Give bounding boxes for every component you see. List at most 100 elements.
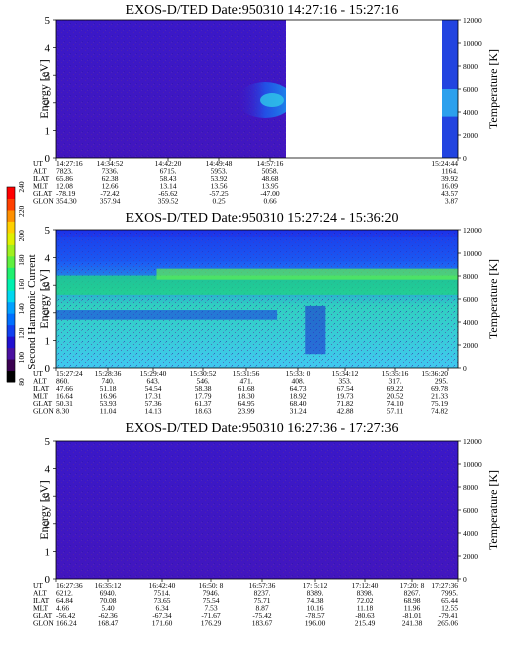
table-cell: 471. [239, 377, 252, 386]
table-cell: 64.84 [56, 596, 73, 605]
table-cell: 8398. [357, 589, 374, 598]
y-right-tick-label: 4000 [463, 108, 478, 117]
table-cell: -71.67 [201, 611, 221, 620]
table-cell: -72.42 [100, 189, 120, 198]
table-cell: 69.22 [387, 384, 404, 393]
table-cell: 6.34 [155, 604, 168, 613]
y-right-tick-label: 2000 [463, 131, 478, 140]
table-cell: 13.56 [211, 182, 228, 191]
table-cell: 7995. [441, 589, 458, 598]
table-cell: 62.38 [102, 174, 119, 183]
table-row-label: GLAT [33, 189, 53, 198]
colorbar-swatch [7, 267, 15, 280]
table-cell: 5058. [262, 167, 279, 176]
table-cell: 176.29 [201, 619, 222, 628]
table-cell: 13.14 [160, 182, 177, 191]
colorbar-swatch [7, 187, 15, 199]
table-cell: -65.62 [158, 189, 178, 198]
heatmap-band [56, 236, 458, 262]
table-cell: 31.24 [290, 407, 307, 416]
y-right-tick-label: 6000 [463, 295, 478, 304]
colorbar-swatch [7, 255, 15, 268]
table-cell: 8237. [254, 589, 271, 598]
table-cell: 15:35:16 [382, 369, 409, 378]
y-right-tick-label: 8000 [463, 272, 478, 281]
table-cell: 643. [146, 377, 159, 386]
table-cell: 7946. [203, 589, 220, 598]
table-cell: 57.36 [145, 399, 162, 408]
y-tick-label: 2 [45, 308, 51, 320]
y-axis-label: Energy [eV] [37, 269, 51, 328]
table-cell: 23.99 [238, 407, 255, 416]
y-axis-label: Energy [eV] [37, 59, 51, 118]
table-cell: 359.52 [158, 197, 179, 206]
table-row-label: ALT [33, 589, 47, 598]
table-cell: -57.25 [209, 189, 229, 198]
table-cell: 11.04 [100, 407, 117, 416]
y-tick-label: 0 [45, 574, 51, 586]
y-tick-label: 2 [45, 98, 51, 110]
table-cell: -62.36 [98, 611, 118, 620]
table-cell: 14:34:52 [97, 159, 124, 168]
table-cell: 64.73 [290, 384, 307, 393]
table-cell: 15:28:36 [95, 369, 122, 378]
data-gap [286, 20, 442, 158]
table-cell: 64.95 [238, 399, 255, 408]
table-cell: 73.65 [154, 596, 171, 605]
table-cell: 8.87 [255, 604, 268, 613]
y-tick-label: 1 [45, 546, 51, 558]
table-cell: 317. [388, 377, 401, 386]
y-right-axis-label: Temperature [K] [486, 470, 500, 550]
table-cell: 12.55 [441, 604, 458, 613]
table-cell: 4.66 [56, 604, 69, 613]
table-cell: 61.37 [195, 399, 212, 408]
table-cell: 15:34:12 [332, 369, 359, 378]
table-cell: 14:57:16 [257, 159, 284, 168]
table-cell: 47.66 [56, 384, 73, 393]
table-cell: 10.16 [307, 604, 324, 613]
table-cell: 65.44 [441, 596, 458, 605]
table-cell: 357.94 [100, 197, 121, 206]
table-cell: -56.42 [56, 611, 76, 620]
colorbar-tick-label: 240 [17, 181, 26, 193]
y-right-tick-label: 10000 [463, 249, 482, 258]
table-cell: 215.49 [355, 619, 376, 628]
table-cell: 265.06 [437, 619, 458, 628]
table-cell: 21.33 [431, 392, 448, 401]
table-cell: 18.30 [238, 392, 255, 401]
colorbar-tick-label: 120 [17, 327, 26, 339]
table-cell: 860. [56, 377, 69, 386]
table-cell: 7823. [56, 167, 73, 176]
table-cell: 12.08 [56, 182, 73, 191]
table-cell: 68.98 [404, 596, 421, 605]
table-row-label: UT [33, 369, 43, 378]
table-cell: 61.68 [238, 384, 255, 393]
table-cell: 0.66 [263, 197, 276, 206]
y-tick-label: 4 [45, 43, 51, 55]
table-row-label: GLAT [33, 399, 53, 408]
table-row-label: UT [33, 159, 43, 168]
table-cell: 6212. [56, 589, 73, 598]
heatmap-band [156, 268, 458, 280]
table-cell: 166.24 [56, 619, 77, 628]
table-cell: 65.86 [56, 174, 73, 183]
y-tick-label: 4 [45, 253, 51, 265]
table-cell: 168.47 [98, 619, 119, 628]
table-cell: -80.63 [355, 611, 375, 620]
table-cell: 18.92 [290, 392, 307, 401]
table-cell: 16:50: 8 [199, 581, 224, 590]
table-cell: 7336. [102, 167, 119, 176]
colorbar-label: Second Harmonic Current [26, 254, 38, 369]
table-cell: 72.02 [357, 596, 374, 605]
y-right-axis-label: Temperature [K] [486, 259, 500, 339]
table-cell: 13.95 [262, 182, 279, 191]
table-cell: 740. [101, 377, 114, 386]
table-cell: 43.57 [441, 189, 458, 198]
table-cell: 15:36:20 [421, 369, 448, 378]
table-row-label: ALT [33, 377, 47, 386]
table-row-label: ALT [33, 167, 47, 176]
table-cell: 39.92 [441, 174, 458, 183]
table-cell: -78.19 [56, 189, 76, 198]
table-cell: 12.66 [102, 182, 119, 191]
